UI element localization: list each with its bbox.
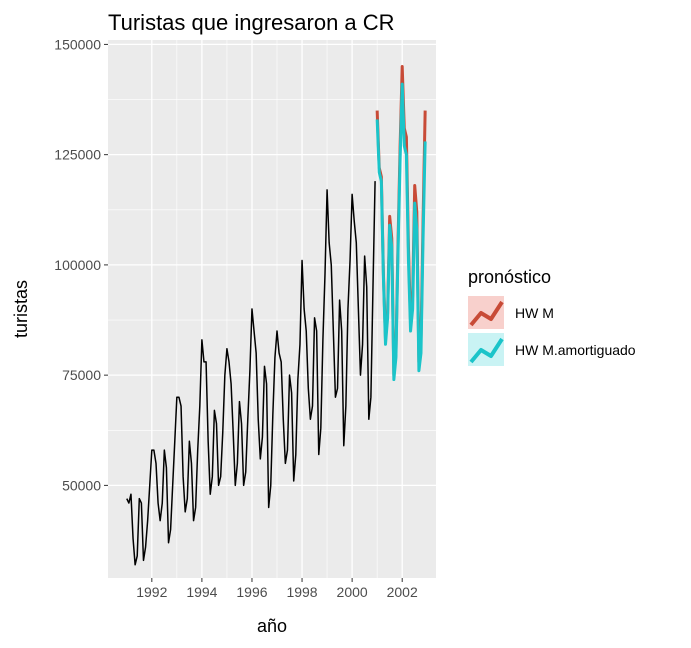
y-tick-label: 75000 [62, 367, 101, 383]
legend-title: pronóstico [468, 267, 551, 287]
y-tick-label: 100000 [54, 257, 101, 273]
x-tick-label: 2002 [387, 584, 418, 600]
y-tick-label: 150000 [54, 36, 101, 52]
x-tick-label: 1992 [136, 584, 167, 600]
x-tick-label: 2000 [337, 584, 368, 600]
y-tick-label: 50000 [62, 477, 101, 493]
y-axis: 50000 75000 100000 125000 150000 [54, 36, 108, 493]
x-tick-label: 1996 [236, 584, 267, 600]
series-line-observed [126, 181, 376, 566]
legend-line-hw-m [469, 300, 504, 327]
legend: pronóstico HW M HW M.amortiguado [468, 267, 636, 366]
legend-label-hw-m: HW M [515, 305, 554, 321]
x-tick-label: 1994 [186, 584, 217, 600]
x-axis-title: año [257, 616, 287, 636]
y-tick-label: 125000 [54, 147, 101, 163]
legend-entry-hw-m: HW M [468, 296, 554, 329]
legend-line-hw-m-amortiguado [469, 337, 504, 364]
x-axis: 1992 1994 1996 1998 2000 2002 [136, 578, 418, 600]
series-line-hw-m-amortiguado [375, 82, 427, 382]
chart-title: Turistas que ingresaron a CR [108, 10, 395, 35]
series-layer [126, 64, 427, 566]
legend-label-hw-m-amortiguado: HW M.amortiguado [515, 342, 636, 358]
y-axis-title: turistas [11, 280, 31, 338]
x-tick-label: 1998 [286, 584, 317, 600]
legend-entry-hw-m-amortiguado: HW M.amortiguado [468, 333, 636, 366]
